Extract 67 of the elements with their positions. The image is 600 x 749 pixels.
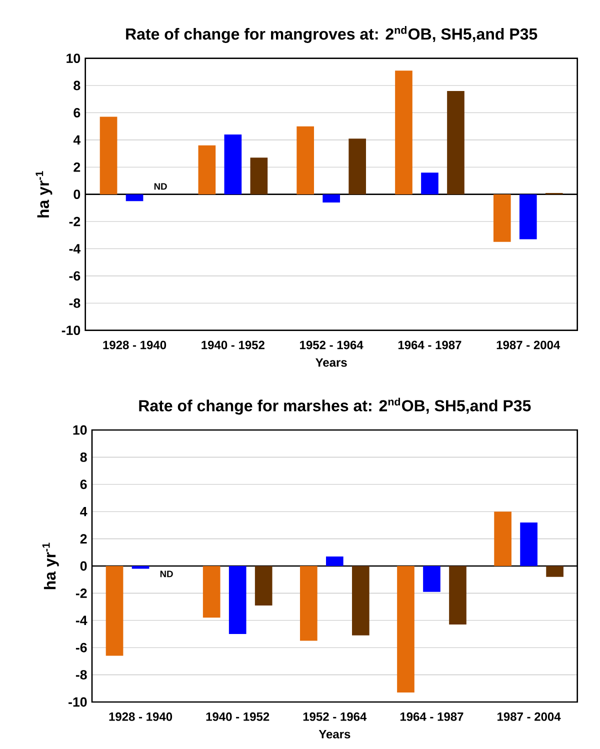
bar [106, 566, 124, 656]
y-axis-title: ha yr$^{-1}$ [42, 542, 59, 590]
y-tick-label: 4 [80, 507, 88, 516]
bar [546, 566, 564, 577]
x-tick-label: 1987 - 2004 [498, 712, 561, 721]
bar [254, 566, 272, 606]
x-tick-label: 1952 - 1964 [303, 712, 367, 721]
chart-title: Rate of change for marshes at: 2$^{nd}$OB, SH5,and P35 [139, 398, 531, 415]
bar [397, 566, 414, 692]
bar [519, 194, 537, 240]
bar [494, 512, 512, 566]
y-tick-label: 2 [80, 534, 87, 544]
y-tick-label: 6 [74, 108, 80, 118]
y-tick-label: 10 [66, 54, 80, 64]
y-tick-label: -6 [76, 642, 87, 652]
x-axis-title: Years [318, 730, 350, 738]
y-axis-title: ha yr$^{-1}$ [36, 171, 52, 218]
bar [198, 145, 216, 194]
y-tick-label: -2 [76, 588, 87, 598]
y-tick-label: -8 [69, 298, 80, 308]
x-tick-label: 1940 - 1952 [206, 712, 270, 721]
y-tick-label: -2 [69, 216, 80, 226]
bar [326, 556, 344, 566]
x-tick-label: 1952 - 1964 [300, 340, 364, 350]
bar [322, 194, 340, 202]
x-tick-label: 1987 - 2004 [496, 340, 560, 350]
x-axis-title: Years [316, 358, 347, 367]
y-tick-label: -10 [62, 326, 80, 336]
y-tick-label: 0 [74, 190, 80, 200]
bar [100, 116, 118, 194]
bar [296, 126, 314, 194]
bar [202, 566, 220, 618]
bar [224, 134, 242, 194]
x-tick-label: 1928 - 1940 [109, 712, 172, 721]
x-tick-label: 1964 - 1987 [398, 340, 462, 350]
bar [348, 138, 366, 194]
bar [423, 566, 440, 592]
bar [228, 566, 246, 634]
bar [300, 566, 318, 641]
bar [449, 566, 466, 624]
chart-title: Rate of change for mangroves at: 2$^{nd}$OB, SH5,and P35 [126, 26, 538, 43]
bar [250, 158, 268, 194]
y-tick-label: 6 [80, 480, 87, 490]
y-tick-label: 8 [74, 80, 80, 90]
annotation: ND [160, 570, 173, 578]
y-tick-label: -8 [76, 670, 87, 680]
y-tick-label: 8 [80, 452, 87, 462]
bar [132, 566, 150, 569]
y-tick-label: -6 [69, 271, 80, 281]
bar [421, 172, 438, 194]
bar [352, 566, 370, 636]
y-tick-label: 2 [74, 162, 80, 172]
x-tick-label: 1928 - 1940 [103, 340, 166, 350]
bar [126, 194, 144, 202]
bar [447, 90, 464, 194]
y-tick-label: -4 [69, 244, 81, 254]
y-tick-label: -10 [68, 697, 87, 707]
bar [520, 522, 538, 566]
y-tick-label: 10 [73, 425, 87, 435]
x-tick-label: 1964 - 1987 [400, 712, 464, 721]
y-tick-label: 0 [80, 561, 87, 571]
x-tick-label: 1940 - 1952 [202, 340, 264, 350]
bar [395, 70, 412, 194]
annotation: ND [154, 183, 167, 190]
bar [493, 194, 511, 242]
y-tick-label: 4 [73, 135, 81, 145]
y-tick-label: -4 [76, 616, 88, 625]
